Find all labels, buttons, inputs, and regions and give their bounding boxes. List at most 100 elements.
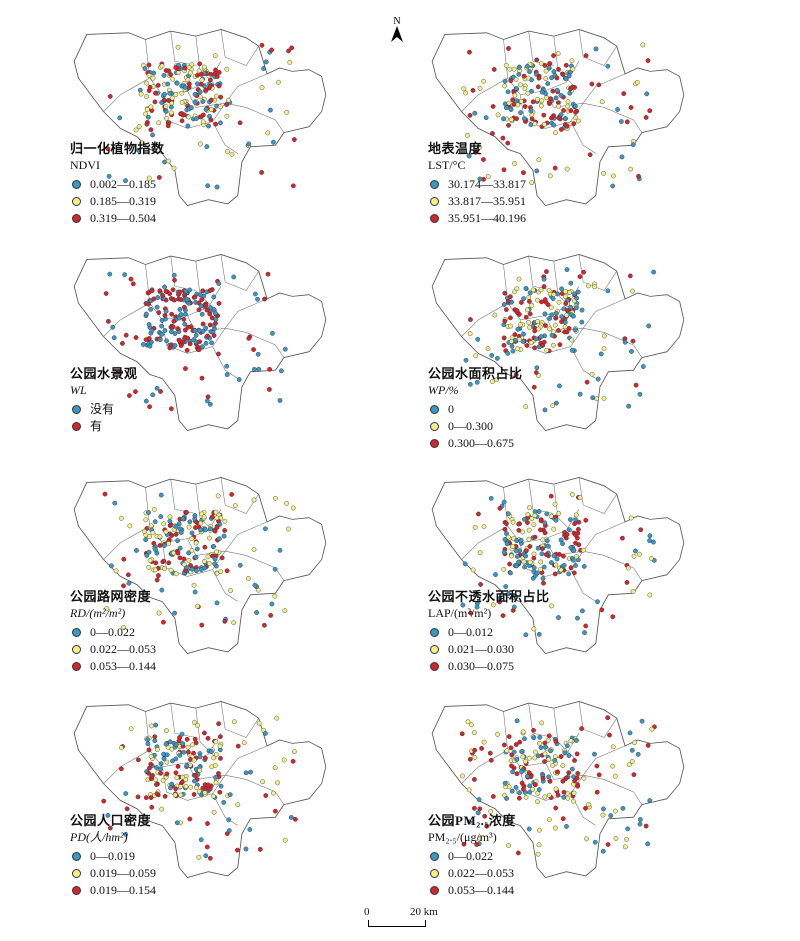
park-point (472, 525, 478, 530)
park-point (475, 810, 481, 816)
internal-boundary (582, 298, 626, 329)
park-point (175, 538, 180, 544)
park-point (524, 773, 530, 779)
park-point (184, 297, 190, 303)
park-point (517, 322, 523, 328)
internal-boundary (224, 745, 268, 776)
park-point (189, 547, 195, 553)
park-point (226, 828, 232, 833)
park-point (218, 783, 224, 789)
park-point (274, 715, 280, 721)
park-point (200, 288, 206, 294)
park-point (260, 779, 266, 785)
park-point (259, 170, 265, 175)
park-point (548, 560, 554, 565)
park-point (502, 526, 508, 532)
park-point (120, 341, 125, 346)
park-point (122, 272, 128, 278)
park-point (545, 737, 551, 743)
legend-item: 30.174—33.817 (428, 176, 526, 193)
park-point (186, 558, 192, 563)
park-point (574, 751, 580, 757)
park-point (596, 772, 602, 778)
park-point (139, 140, 145, 146)
park-point (211, 294, 217, 300)
park-point (217, 789, 223, 795)
park-point (501, 167, 507, 173)
park-point (172, 792, 178, 798)
park-point (149, 339, 154, 345)
park-point (155, 82, 161, 88)
park-point (605, 715, 611, 721)
park-point (527, 559, 533, 565)
park-point (631, 553, 637, 559)
park-point (182, 292, 187, 298)
park-point (179, 90, 185, 96)
park-point (526, 319, 532, 325)
park-point (173, 571, 179, 577)
park-point (512, 160, 518, 166)
park-point (477, 550, 483, 556)
park-point (467, 381, 473, 387)
park-point (266, 387, 272, 392)
park-point (167, 291, 173, 297)
park-point (160, 293, 165, 298)
park-point (150, 773, 155, 778)
park-point (605, 842, 611, 847)
legend-subtitle: PM₂.₅/(μg/m³) (428, 830, 497, 844)
internal-boundary (224, 73, 268, 104)
legend-item: 有 (70, 418, 138, 435)
park-point (557, 342, 563, 348)
park-point (539, 89, 545, 95)
park-point (547, 778, 553, 784)
park-point (610, 763, 615, 769)
legend-label: 35.951—40.196 (448, 211, 526, 225)
park-point (154, 577, 160, 583)
legend-swatch (430, 662, 439, 671)
park-point (162, 793, 168, 799)
park-point (166, 541, 172, 546)
park-point (630, 338, 636, 344)
park-point (146, 322, 152, 327)
park-point (109, 563, 114, 569)
park-point (628, 105, 634, 110)
park-point (188, 105, 194, 111)
park-point (531, 522, 537, 528)
park-point (178, 343, 184, 348)
park-point (608, 813, 614, 818)
district-map (431, 476, 685, 655)
legend-item: 0—0.019 (70, 848, 156, 865)
park-point (551, 53, 556, 58)
park-point (214, 184, 220, 190)
park-point (168, 72, 174, 77)
park-point (142, 66, 148, 71)
park-point (594, 763, 600, 769)
park-point (460, 773, 465, 779)
park-point (163, 308, 169, 314)
park-point (222, 518, 228, 524)
park-point (196, 347, 202, 353)
park-point (126, 393, 132, 398)
park-point (584, 379, 590, 385)
park-point (633, 548, 638, 554)
park-point (192, 773, 198, 778)
park-point (553, 562, 559, 568)
park-point (493, 572, 498, 577)
park-point (624, 580, 630, 585)
park-point (148, 761, 154, 767)
legend-item: 0—0.022 (70, 624, 156, 641)
park-point (515, 326, 521, 332)
park-point (174, 775, 180, 780)
park-point (151, 507, 157, 512)
park-point (598, 351, 604, 357)
park-point (534, 570, 540, 576)
park-point (203, 303, 209, 308)
internal-boundary (604, 779, 643, 805)
park-point (472, 747, 478, 753)
park-point (540, 775, 546, 781)
park-point (143, 111, 148, 117)
park-point (543, 552, 549, 557)
park-point (518, 110, 523, 116)
park-point (514, 286, 520, 291)
park-point (521, 116, 527, 122)
